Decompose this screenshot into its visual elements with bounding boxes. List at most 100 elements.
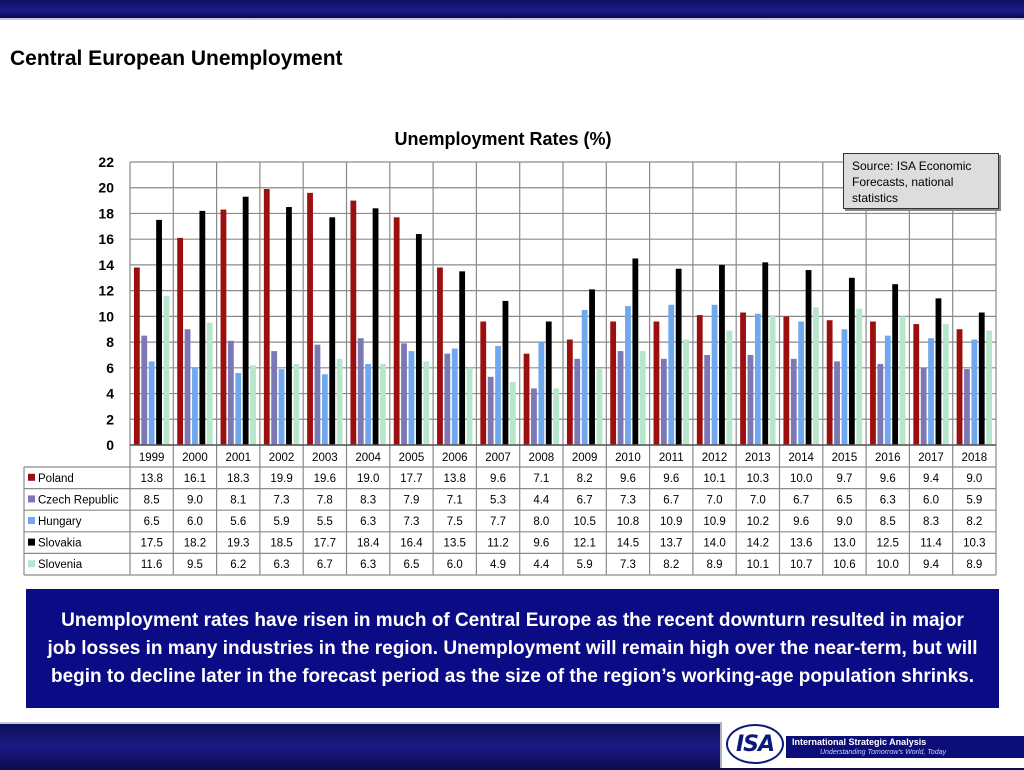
bar-hungary: [192, 367, 198, 445]
legend-swatch: [28, 517, 35, 524]
legend-label: Poland: [38, 473, 74, 485]
data-label: 7.8: [317, 494, 333, 506]
data-label: 6.3: [880, 494, 896, 506]
data-label: 6.7: [317, 559, 333, 571]
bar-czech-republic: [704, 354, 711, 445]
legend-label: Slovenia: [38, 559, 83, 571]
data-label: 7.1: [447, 494, 463, 506]
data-label: 4.4: [533, 494, 550, 506]
bar-hungary: [581, 309, 588, 445]
data-label: 10.8: [617, 516, 639, 528]
y-tick-label: 18: [98, 205, 114, 221]
logo-band: [786, 736, 1024, 758]
bar-hungary: [841, 329, 848, 445]
data-label: 9.6: [880, 473, 896, 485]
bar-czech-republic: [487, 376, 494, 445]
data-label: 12.5: [877, 538, 899, 550]
data-label: 8.5: [880, 516, 896, 528]
data-label: 17.7: [314, 538, 336, 550]
data-label: 5.9: [577, 559, 593, 571]
bar-poland: [393, 217, 400, 445]
legend-label: Hungary: [38, 516, 82, 528]
unemployment-chart: Unemployment Rates (%) 0 2 4 6 8 10 12 14 16 18 20 2…: [23, 129, 997, 576]
bar-hungary: [235, 372, 242, 445]
bar-czech-republic: [660, 358, 667, 445]
bar-poland: [437, 267, 443, 445]
data-label: 6.5: [836, 494, 852, 506]
data-label: 12.1: [573, 538, 595, 550]
x-tick-label: 2018: [962, 452, 988, 464]
data-label: 8.1: [230, 494, 246, 506]
bar-slovakia: [545, 321, 552, 445]
bar-slovenia: [336, 358, 343, 445]
data-label: 5.9: [966, 494, 982, 506]
data-label: 14.5: [617, 538, 639, 550]
data-label: 6.0: [447, 559, 463, 571]
bar-slovenia: [986, 330, 993, 445]
data-label: 19.9: [270, 473, 292, 485]
data-label: 13.6: [790, 538, 812, 550]
y-tick-label: 16: [98, 231, 114, 247]
bar-poland: [220, 209, 227, 445]
bar-hungary: [538, 342, 545, 445]
data-label: 14.0: [703, 538, 725, 550]
bar-slovenia: [639, 351, 646, 445]
bar-slovenia: [683, 339, 689, 445]
y-tick-label: 8: [106, 334, 114, 350]
bar-slovakia: [805, 270, 812, 445]
data-label: 7.3: [274, 494, 290, 506]
data-label: 9.0: [187, 494, 203, 506]
bar-czech-republic: [227, 340, 234, 445]
data-label: 10.9: [660, 516, 682, 528]
data-label: 16.1: [184, 473, 206, 485]
data-label: 7.9: [403, 494, 419, 506]
bar-hungary: [148, 361, 155, 445]
bar-slovenia: [293, 363, 300, 445]
data-label: 18.3: [227, 473, 249, 485]
bar-poland: [696, 315, 703, 445]
x-tick-label: 2012: [702, 452, 728, 464]
y-tick-label: 10: [98, 308, 114, 324]
bar-poland: [307, 192, 313, 445]
data-label: 18.5: [270, 538, 292, 550]
bar-slovakia: [199, 210, 206, 445]
bar-poland: [740, 312, 746, 445]
x-tick-label: 2015: [832, 452, 858, 464]
data-label: 13.7: [660, 538, 682, 550]
bar-slovenia: [206, 322, 213, 445]
y-tick-label: 14: [98, 257, 114, 273]
bar-hungary: [668, 304, 675, 445]
bar-hungary: [451, 348, 458, 445]
data-label: 7.5: [447, 516, 463, 528]
bar-slovenia: [250, 365, 256, 445]
bar-slovakia: [459, 271, 466, 445]
bar-poland: [956, 329, 963, 445]
header-bar: [0, 0, 1024, 20]
bar-slovenia: [423, 361, 430, 445]
data-label: 11.2: [487, 538, 509, 550]
data-label: 8.2: [577, 473, 593, 485]
data-label: 10.1: [747, 559, 769, 571]
bar-slovakia: [632, 258, 639, 445]
data-label: 9.0: [836, 516, 852, 528]
bar-hungary: [408, 351, 415, 445]
source-note: Source: ISA Economic Forecasts, national…: [843, 153, 999, 209]
x-tick-label: 2010: [615, 452, 641, 464]
data-label: 7.0: [707, 494, 723, 506]
data-label: 7.3: [620, 494, 636, 506]
data-label: 5.5: [317, 516, 333, 528]
data-label: 5.6: [230, 516, 246, 528]
bar-slovakia: [589, 289, 595, 445]
bar-slovakia: [935, 298, 942, 445]
data-label: 8.3: [923, 516, 939, 528]
data-label: 17.7: [400, 473, 422, 485]
data-label: 5.3: [490, 494, 506, 506]
bar-slovakia: [502, 300, 509, 445]
bar-hungary: [754, 313, 761, 445]
data-label: 9.0: [966, 473, 982, 485]
bar-hungary: [928, 338, 934, 445]
data-label: 10.6: [833, 559, 855, 571]
x-tick-label: 2013: [745, 452, 771, 464]
bar-slovenia: [942, 324, 949, 445]
y-tick-label: 4: [106, 386, 114, 402]
